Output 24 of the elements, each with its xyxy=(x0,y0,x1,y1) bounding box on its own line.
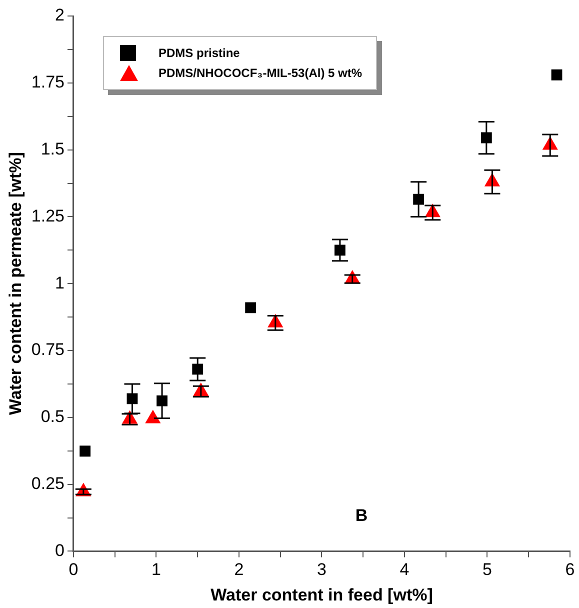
x-tick-label: 0 xyxy=(68,560,78,580)
y-tick-label: 2 xyxy=(55,6,64,25)
y-tick-label: 0.5 xyxy=(40,407,64,426)
y-tick-label: 0 xyxy=(55,540,64,560)
y-tick-label: 0.25 xyxy=(31,474,64,493)
y-tick-label: 1 xyxy=(55,273,64,292)
point xyxy=(551,69,562,80)
point xyxy=(245,302,256,314)
x-tick-label: 4 xyxy=(400,560,410,580)
x-tick-label: 1 xyxy=(152,560,161,580)
point xyxy=(146,410,160,424)
y-tick-label: 1.75 xyxy=(31,72,64,92)
y-tick-label: 1.5 xyxy=(40,139,64,158)
x-tick-label: 3 xyxy=(317,560,326,580)
x-tick-label: 5 xyxy=(482,560,492,580)
legend-label: PDMS/NHOCOCF₃-MIL-53(Al) 5 wt% xyxy=(158,65,362,82)
x-axis-title: Water content in feed [wt%] xyxy=(210,585,433,604)
x-tick-label: 2 xyxy=(234,560,244,580)
y-tick-label: 1.25 xyxy=(31,206,64,226)
annotation: B xyxy=(355,506,368,525)
x-tick-label: 6 xyxy=(565,560,575,580)
legend-label: PDMS pristine xyxy=(158,45,240,62)
y-axis-title: Water content in permeate [wt%] xyxy=(6,152,25,416)
y-tick-label: 0.75 xyxy=(31,340,64,360)
